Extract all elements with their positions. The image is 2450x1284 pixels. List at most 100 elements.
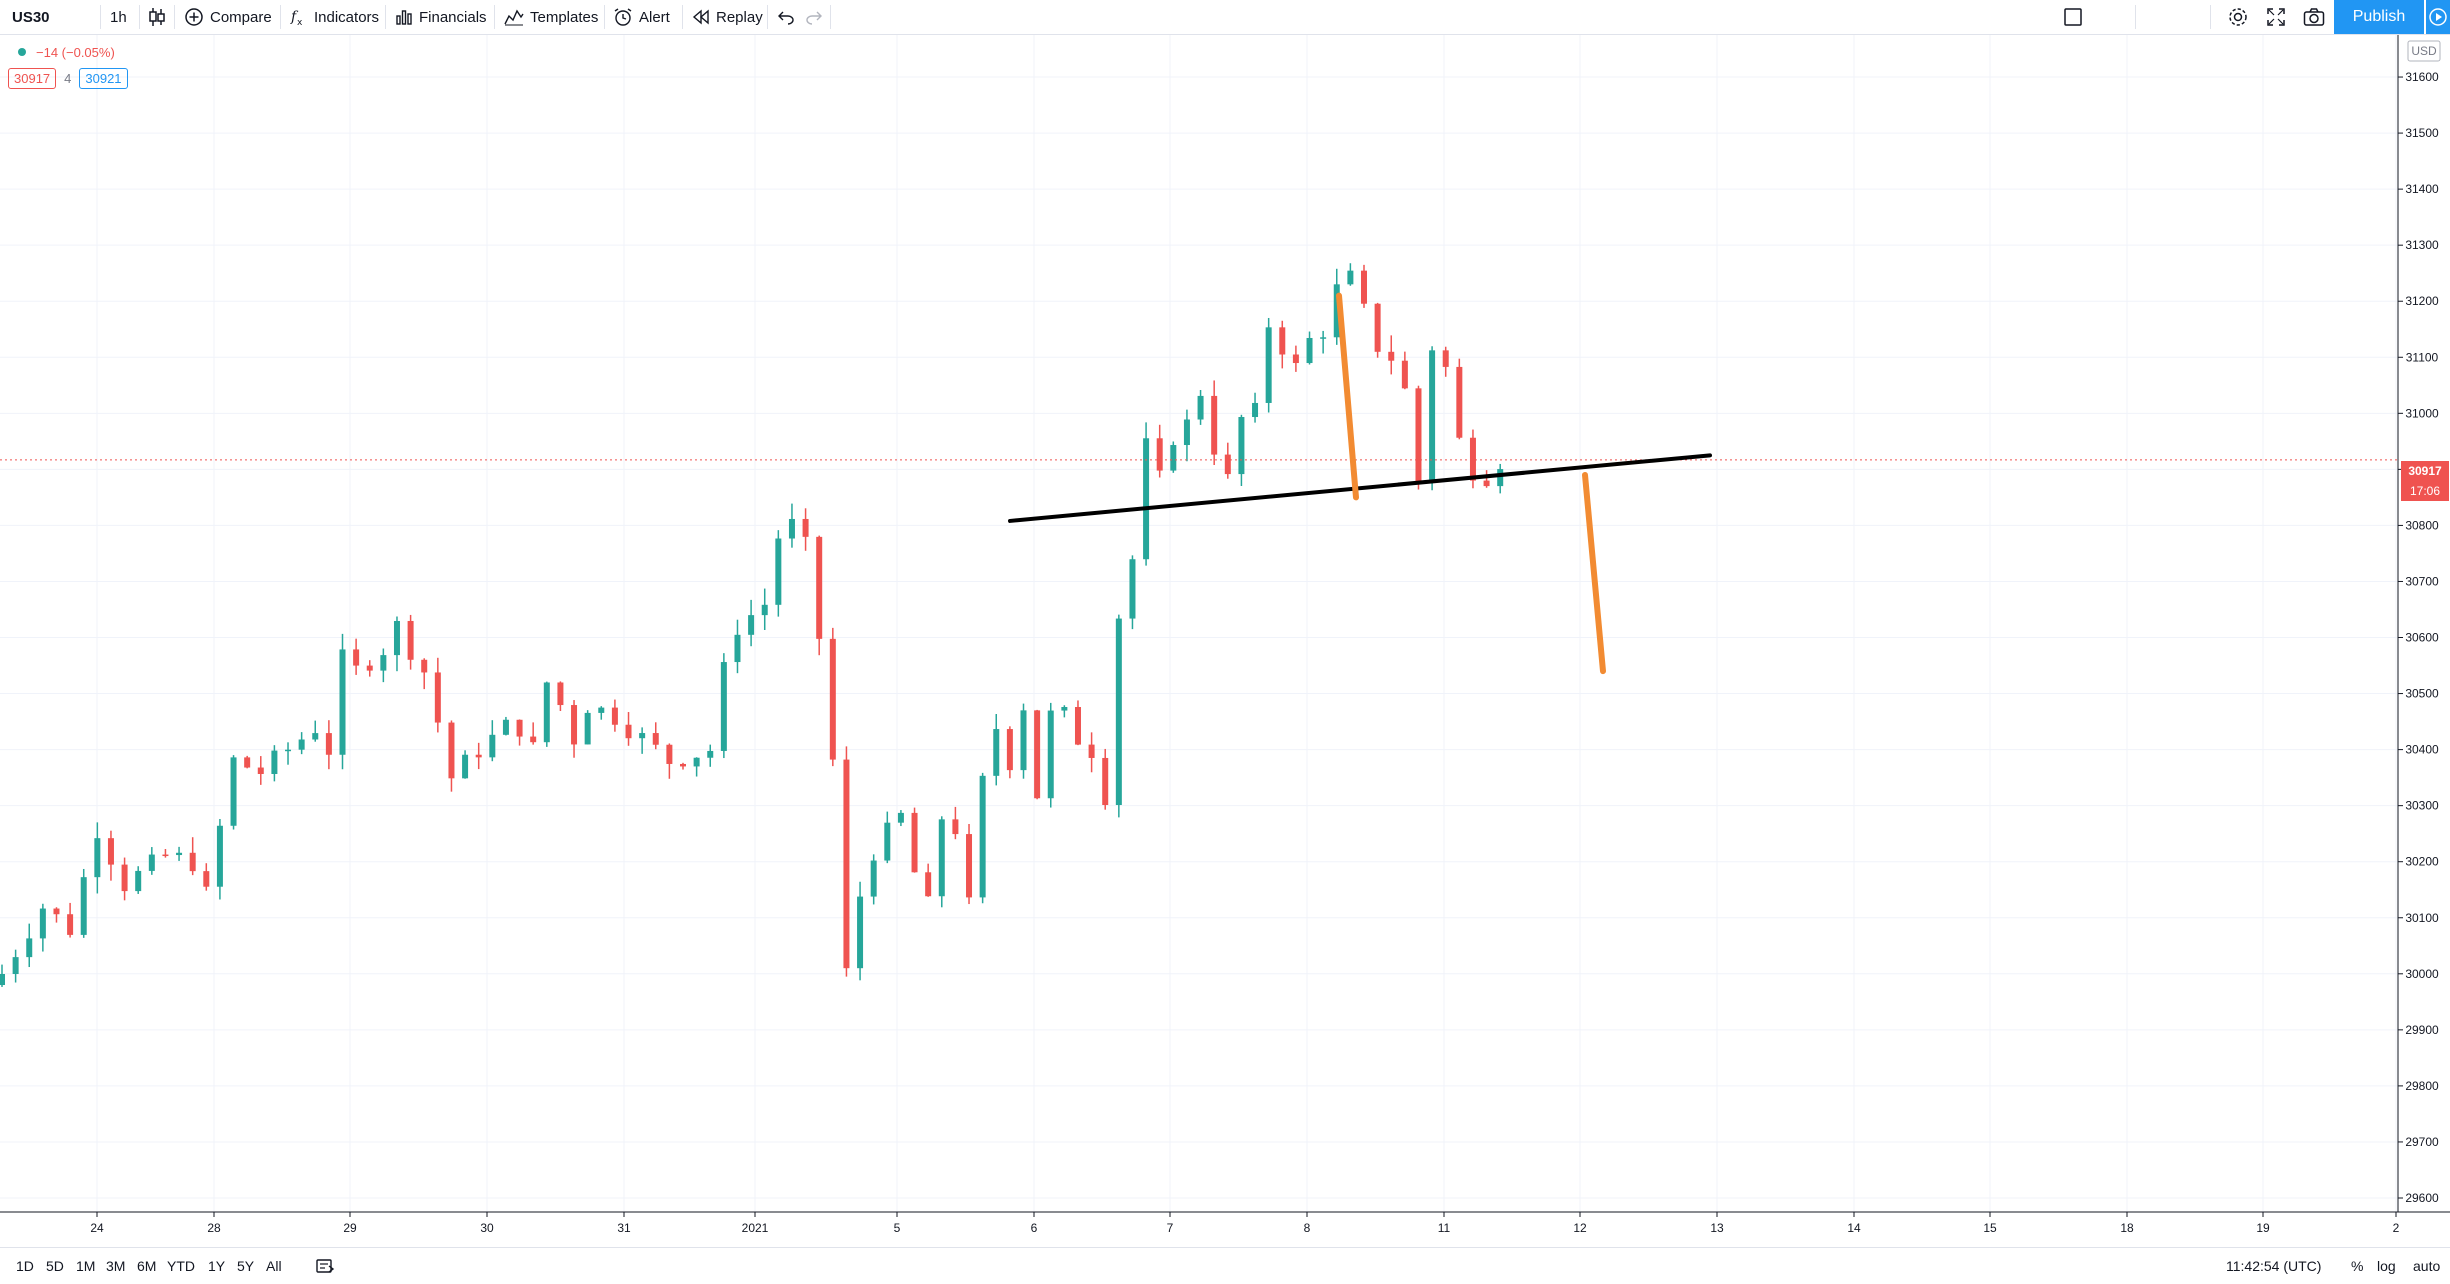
measure-line-target[interactable]: [1582, 471, 1606, 675]
price-tick-label: 31100: [2406, 350, 2439, 364]
templates-icon: [504, 9, 524, 26]
publish-button[interactable]: Publish: [2334, 0, 2424, 34]
range-1y[interactable]: 1Y: [208, 1248, 225, 1284]
range-all[interactable]: All: [266, 1248, 282, 1284]
price-tick-label: 30500: [2405, 687, 2439, 701]
fx-icon: f x: [290, 9, 303, 27]
price-tick-label: 29600: [2405, 1191, 2439, 1205]
candle: [707, 744, 714, 767]
price-chart[interactable]: USD 31600 31500 31400 31300 31200 31100 31000 3…: [0, 35, 2450, 1247]
time-tick-label: 5: [894, 1221, 901, 1235]
goto-date-button[interactable]: [315, 1248, 335, 1284]
toolbar-divider: [494, 5, 495, 29]
candles-icon: [149, 8, 165, 26]
replay-label: Replay: [716, 8, 763, 26]
candle: [693, 757, 700, 777]
percent-toggle[interactable]: %: [2351, 1248, 2363, 1284]
toolbar-divider: [767, 5, 768, 29]
candle: [162, 848, 169, 858]
templates-button[interactable]: Templates: [504, 0, 598, 34]
range-1d[interactable]: 1D: [16, 1248, 34, 1284]
candle: [1061, 705, 1068, 718]
time-tick-label: 2021: [742, 1221, 769, 1235]
toolbar-divider: [682, 5, 683, 29]
candle: [897, 810, 904, 827]
candle: [1333, 268, 1340, 345]
time-tick-label: 31: [617, 1221, 631, 1235]
candle: [53, 907, 60, 923]
compare-button[interactable]: Compare: [184, 0, 272, 34]
range-5d[interactable]: 5D: [46, 1248, 64, 1284]
sell-price-button[interactable]: 30917: [8, 68, 57, 89]
price-axis[interactable]: USD 31600 31500 31400 31300 31200 31100 31000 3…: [2397, 35, 2449, 1212]
toolbar-divider: [385, 5, 386, 29]
replay-button[interactable]: Replay: [692, 0, 763, 34]
grid-lines: [0, 35, 2398, 1212]
range-1m[interactable]: 1M: [76, 1248, 95, 1284]
time-tick-label: 12: [1573, 1221, 1587, 1235]
candle: [502, 716, 509, 736]
plus-circle-icon: [185, 8, 203, 26]
redo-button[interactable]: [805, 0, 823, 34]
play-button[interactable]: [2426, 0, 2450, 34]
rewind-icon: [692, 9, 709, 25]
candle: [788, 503, 795, 548]
auto-toggle[interactable]: auto: [2413, 1248, 2440, 1284]
clock-display[interactable]: 11:42:54 (UTC): [2226, 1248, 2321, 1284]
candle: [802, 508, 809, 551]
time-tick-labels: 24 28 29 30 31 2021 5 6 7 8 11 12 13 14 15 18 19 2: [90, 1212, 2400, 1235]
symbol-search[interactable]: US30: [12, 0, 50, 34]
candle: [462, 750, 469, 779]
financials-label: Financials: [419, 8, 487, 26]
candle: [1401, 351, 1408, 390]
measure-line-head[interactable]: [1336, 292, 1359, 501]
candle: [1224, 442, 1231, 479]
indicators-button[interactable]: f x Indicators: [290, 0, 379, 34]
alert-button[interactable]: Alert: [613, 0, 670, 34]
toolbar-divider: [174, 5, 175, 29]
time-tick-label: 24: [90, 1221, 104, 1235]
undo-button[interactable]: [777, 0, 795, 34]
chart-type-button[interactable]: [148, 0, 166, 34]
redo-icon: [806, 11, 822, 25]
toolbar-divider: [139, 5, 140, 29]
time-tick-label: 13: [1710, 1221, 1724, 1235]
range-ytd[interactable]: YTD: [167, 1248, 195, 1284]
candle: [911, 807, 918, 873]
range-5y[interactable]: 5Y: [237, 1248, 254, 1284]
candle: [748, 599, 755, 647]
snapshot-button[interactable]: [2303, 0, 2325, 34]
time-axis[interactable]: 24 28 29 30 31 2021 5 6 7 8 11 12 13 14 15 18 19 2: [0, 1211, 2450, 1235]
candle: [1211, 380, 1218, 466]
log-toggle[interactable]: log: [2377, 1248, 2396, 1284]
candle: [285, 742, 292, 765]
buy-price-button[interactable]: 30921: [79, 68, 128, 89]
candle: [434, 657, 441, 733]
settings-button[interactable]: [2227, 0, 2249, 34]
candle: [775, 530, 782, 617]
candle: [339, 633, 346, 770]
candle: [843, 746, 850, 977]
price-tick-label: 30400: [2405, 743, 2439, 757]
toolbar-divider: [604, 5, 605, 29]
time-tick-label: 18: [2120, 1221, 2134, 1235]
candle: [1347, 263, 1354, 286]
neckline-trendline[interactable]: [1008, 453, 1712, 523]
candle: [938, 816, 945, 908]
undo-icon: [778, 11, 794, 25]
candle: [1170, 441, 1177, 473]
interval-button[interactable]: 1h: [110, 0, 127, 34]
range-3m[interactable]: 3M: [106, 1248, 125, 1284]
financials-button[interactable]: Financials: [395, 0, 487, 34]
candle: [516, 719, 523, 746]
candle: [257, 756, 264, 785]
change-row: −14 (−0.05%): [8, 42, 128, 62]
candle: [39, 903, 46, 952]
price-tick-label: 31500: [2405, 126, 2439, 140]
interval-label: 1h: [110, 8, 127, 26]
candle: [816, 535, 823, 656]
fullscreen-button[interactable]: [2266, 0, 2286, 34]
range-6m[interactable]: 6M: [137, 1248, 156, 1284]
layout-button[interactable]: [2063, 0, 2083, 34]
templates-label: Templates: [530, 8, 599, 26]
